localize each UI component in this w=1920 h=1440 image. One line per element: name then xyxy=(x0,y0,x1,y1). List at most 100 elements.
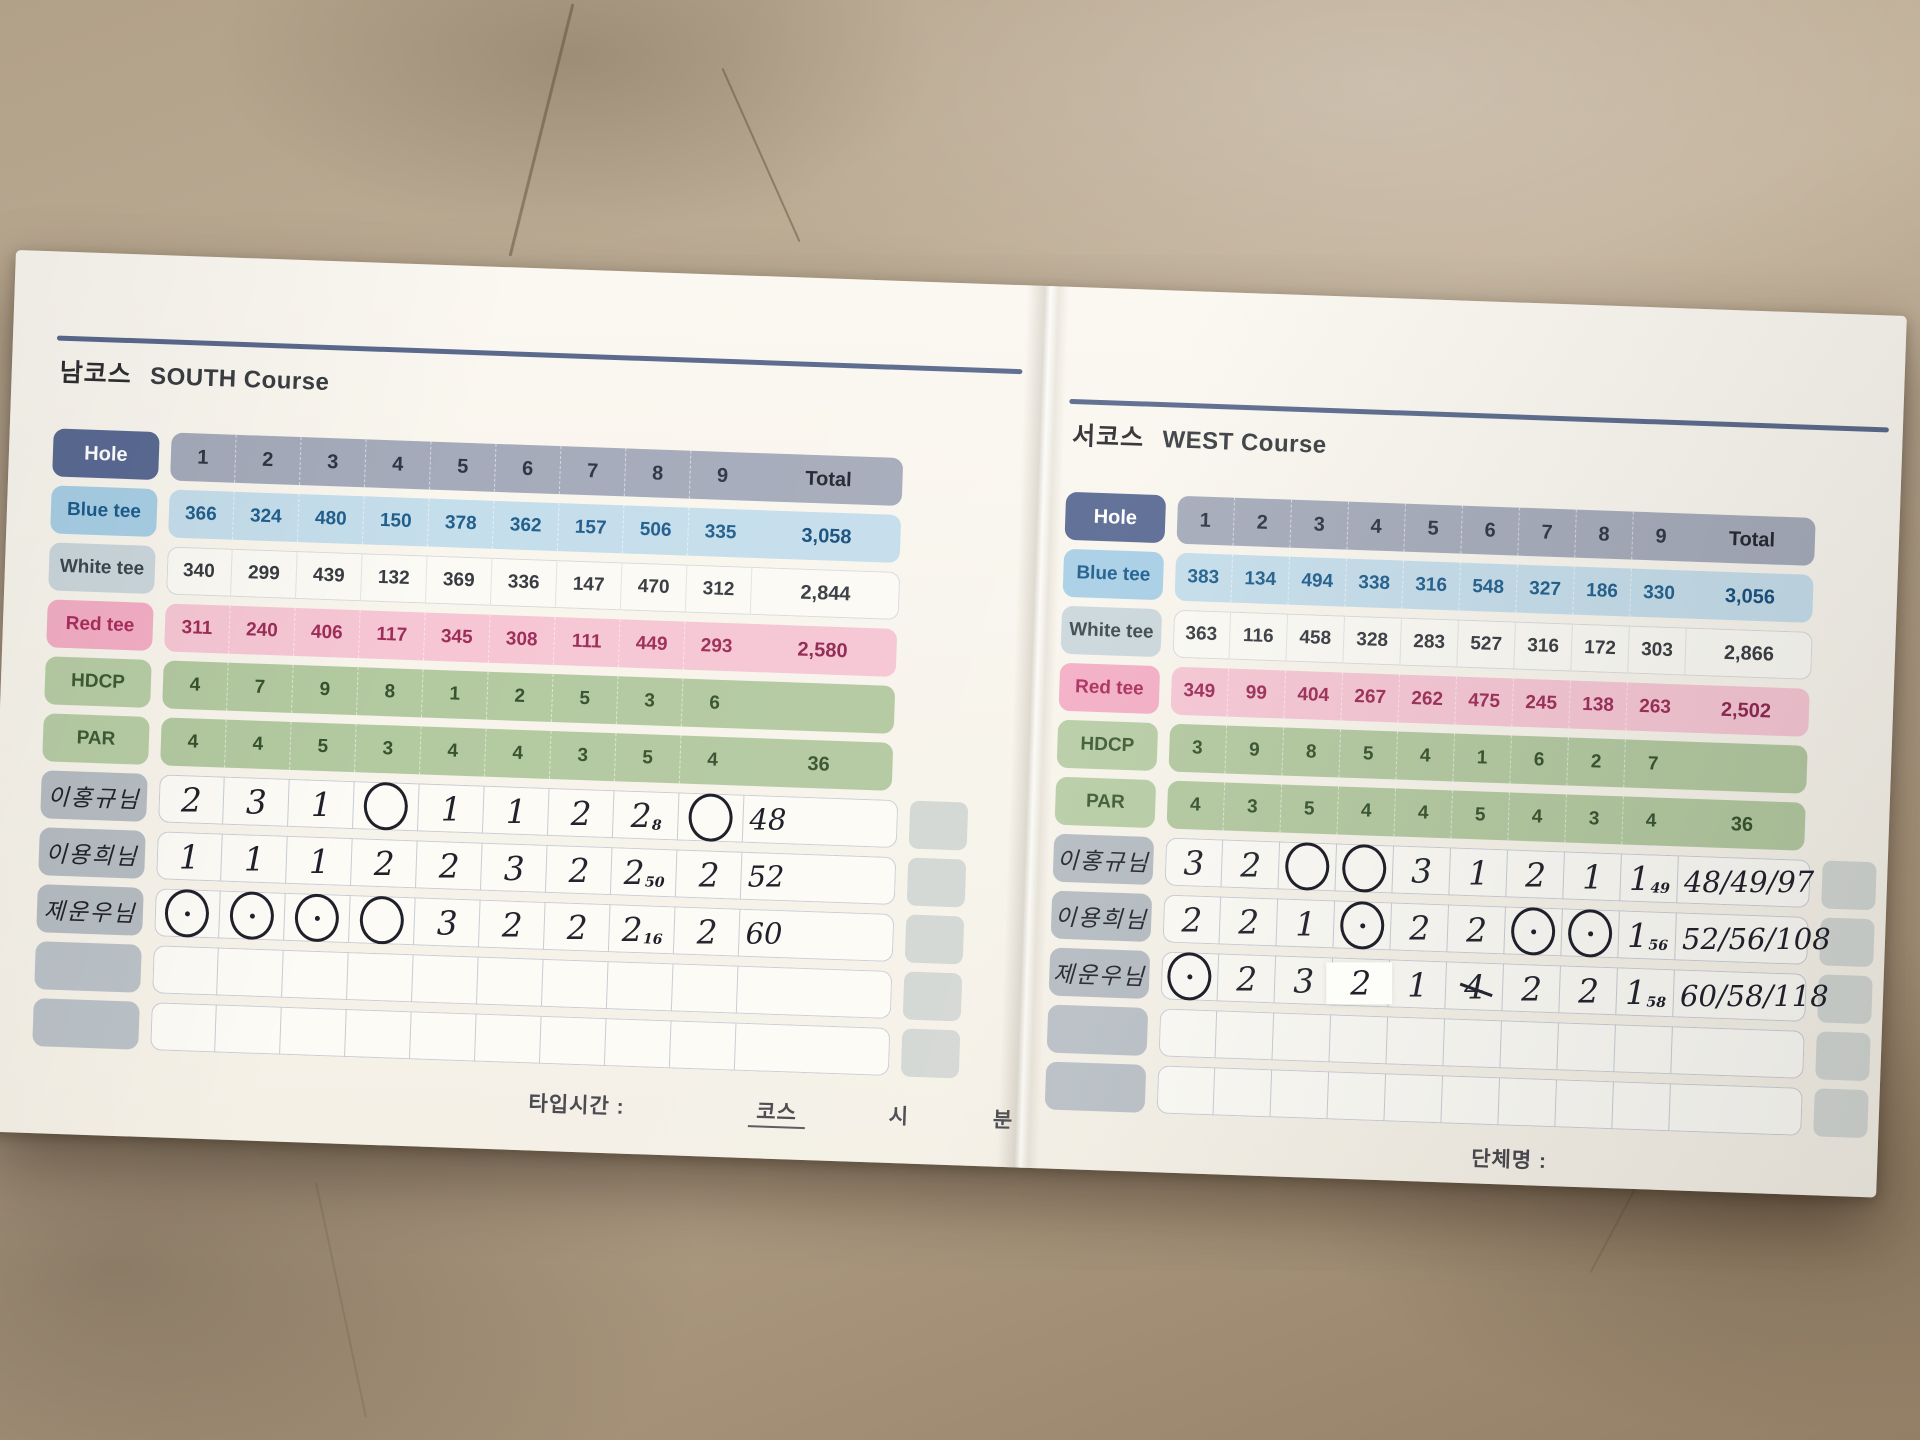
value-cell: 132 xyxy=(360,553,428,604)
value-cell: 327 xyxy=(1516,564,1575,615)
score-cell: 1 58 xyxy=(1616,967,1675,1018)
handwritten-score: 1 xyxy=(178,836,200,876)
row-label: Blue tee xyxy=(50,485,158,538)
value-cell: 548 xyxy=(1459,562,1518,613)
course-name-korean: 서코스 xyxy=(1071,421,1145,453)
handwritten-score: 1 xyxy=(1626,915,1648,955)
row-strip xyxy=(1156,1065,1803,1136)
score-cell xyxy=(671,963,739,1014)
circle-mark xyxy=(1567,908,1613,958)
value-cell: 2 xyxy=(486,671,554,722)
player-name-cell xyxy=(1044,1061,1147,1113)
value-cell: 494 xyxy=(1288,556,1348,607)
score-cell: 2 xyxy=(1162,894,1222,945)
score-cell xyxy=(1614,1024,1673,1075)
handwritten-score: 2 xyxy=(1465,909,1487,949)
handwritten-score: 2 xyxy=(568,850,590,890)
score-cell xyxy=(1158,1008,1218,1059)
value-cell: 245 xyxy=(1512,678,1571,729)
handwritten-total: 60 xyxy=(745,916,783,951)
row-label: HDCP xyxy=(1056,719,1159,772)
value-cell: 157 xyxy=(557,503,625,554)
value-cell: 4 xyxy=(1166,780,1226,831)
value-cell: 263 xyxy=(1638,695,1672,719)
total-cell: 3,058 xyxy=(801,524,852,548)
total-cell: 52/56/108 xyxy=(1675,912,1831,965)
handwritten-score: 2 xyxy=(696,912,718,952)
score-cell xyxy=(411,954,479,1005)
value-cell: 299 xyxy=(231,548,298,599)
value-cell: 5 xyxy=(1451,790,1510,841)
score-cell: 4 xyxy=(1445,961,1505,1012)
score-cell xyxy=(1278,841,1338,892)
value-cell: 1 xyxy=(170,432,237,483)
score-cell xyxy=(154,888,221,939)
score-cell: 2 xyxy=(675,849,743,900)
value-cell: 4 xyxy=(484,728,552,779)
value-cell: 6 xyxy=(1461,505,1520,556)
score-cell: 1 xyxy=(286,835,353,887)
total-cell: 48 xyxy=(743,795,899,848)
row-label: White tee xyxy=(48,542,156,595)
score-cell xyxy=(219,890,286,941)
score-cell: 2 xyxy=(478,899,546,950)
score-cell xyxy=(282,949,349,1001)
value-cell: 345 xyxy=(423,612,491,663)
marker-column-cell xyxy=(906,857,967,908)
score-cell xyxy=(1156,1065,1216,1116)
handwritten-score: 3 xyxy=(1410,850,1432,890)
circle-mark xyxy=(359,895,405,945)
handwritten-score: 1 xyxy=(1624,972,1646,1012)
score-cell xyxy=(152,945,219,996)
value-cell: 8 xyxy=(356,667,424,718)
handwritten-score: 1 xyxy=(308,841,330,881)
value-cell: 7 xyxy=(559,446,627,497)
value-cell: 5 xyxy=(1280,784,1340,835)
value-cell: 324 xyxy=(233,491,300,543)
value-cell: 283 xyxy=(1400,617,1459,668)
handwritten-score: 2 xyxy=(623,852,645,892)
total-cell: Total xyxy=(1728,527,1776,552)
player-name-cell xyxy=(32,998,140,1050)
circle-mark xyxy=(1510,906,1556,956)
handwritten-score: 3 xyxy=(1182,842,1204,882)
score-cell xyxy=(215,1004,282,1055)
handwritten-score: 2 xyxy=(501,905,523,945)
handwritten-total: 52 xyxy=(747,859,785,894)
value-cell: 6 xyxy=(708,692,721,714)
handwritten-score: 3 xyxy=(436,902,458,942)
value-cell: 3 xyxy=(1290,499,1350,550)
score-cell xyxy=(669,1020,737,1071)
value-cell: 8 xyxy=(1575,509,1634,560)
score-cell: 2 xyxy=(1331,957,1391,1008)
value-cell: 4 xyxy=(1645,810,1657,832)
score-cell xyxy=(1272,1012,1332,1063)
handwritten-score: 2 xyxy=(566,907,588,947)
value-cell: 338 xyxy=(1345,558,1405,609)
value-cell: 475 xyxy=(1455,676,1514,727)
value-cell: 527 xyxy=(1457,619,1516,670)
handwritten-score: 2 xyxy=(1239,844,1261,884)
marker-column-cell xyxy=(904,914,965,965)
score-cell: 2 xyxy=(1506,849,1565,900)
handwritten-score: 1 xyxy=(243,839,265,879)
value-cell: 134 xyxy=(1231,554,1291,605)
handwritten-note: 56 xyxy=(1648,937,1669,955)
score-cell: 2 xyxy=(1447,904,1506,955)
handwritten-score: 2 xyxy=(1349,962,1371,1002)
value-cell: 4 xyxy=(1347,501,1406,552)
value-cell: 340 xyxy=(166,546,233,597)
total-cell xyxy=(1671,1026,1805,1079)
handwritten-score: 1 xyxy=(1628,858,1650,898)
score-cell xyxy=(1327,1071,1387,1122)
value-cell: 117 xyxy=(358,610,426,661)
circle-mark xyxy=(1284,842,1330,891)
score-cell: 2 xyxy=(1219,896,1279,947)
score-cell xyxy=(1555,1079,1614,1130)
score-cell xyxy=(1333,900,1393,951)
handwritten-score: 2 xyxy=(180,779,202,819)
value-cell: 4 xyxy=(162,660,229,711)
value-cell: 349 xyxy=(1170,666,1230,717)
value-cell: 240 xyxy=(229,605,296,656)
value-cell: 9 xyxy=(1655,524,1667,548)
